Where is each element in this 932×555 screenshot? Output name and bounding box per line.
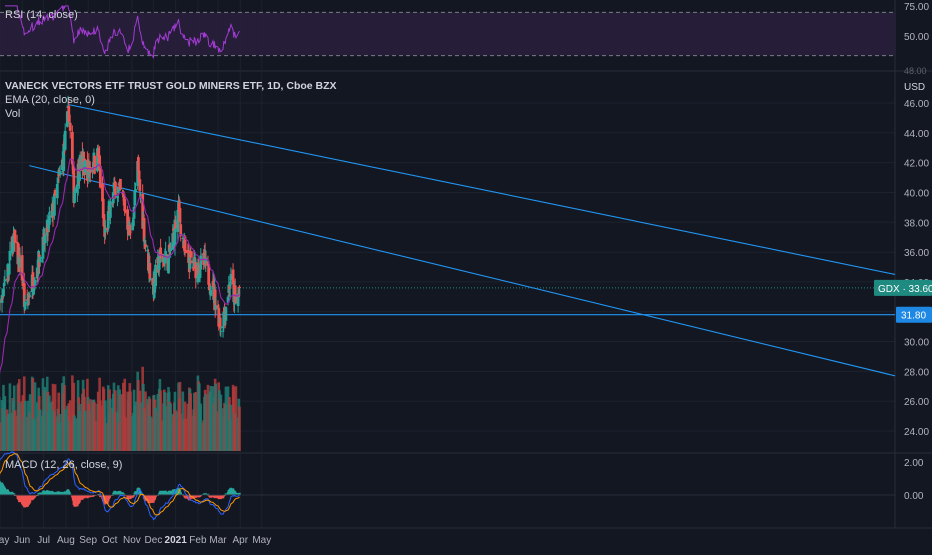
candle-body bbox=[219, 331, 222, 332]
candle-body bbox=[24, 302, 27, 310]
candle-body bbox=[209, 290, 212, 296]
candle-body bbox=[225, 307, 228, 321]
price-axis-tick: 28.00 bbox=[904, 367, 929, 378]
vol-legend[interactable]: Vol bbox=[5, 108, 20, 121]
macd-histogram-bar bbox=[4, 488, 6, 495]
candle-body bbox=[138, 179, 141, 191]
candle-body bbox=[29, 296, 32, 297]
time-axis-label: Sep bbox=[79, 535, 97, 546]
volume-bar bbox=[238, 407, 241, 451]
time-axis-label: Feb bbox=[189, 535, 207, 546]
candle-body bbox=[34, 280, 37, 285]
price-axis-tick: 24.00 bbox=[904, 427, 929, 438]
macd-histogram-bar bbox=[185, 495, 187, 499]
gdx-price-badge-text: GDX · 33.60 bbox=[878, 284, 932, 295]
level-price-badge-text: 31.80 bbox=[901, 311, 926, 322]
rsi-legend[interactable]: RSI (14, close) bbox=[5, 9, 78, 22]
macd-histogram-bar bbox=[24, 495, 26, 507]
macd-histogram-bar bbox=[44, 491, 46, 495]
macd-histogram-bar bbox=[159, 491, 161, 495]
macd-histogram-bar bbox=[114, 491, 116, 495]
macd-histogram-bar bbox=[164, 491, 166, 495]
candle-body bbox=[119, 179, 122, 190]
macd-histogram-bar bbox=[29, 495, 31, 503]
candle-body bbox=[56, 184, 59, 198]
macd-histogram-bar bbox=[230, 488, 232, 495]
macd-histogram-bar bbox=[19, 495, 21, 502]
time-axis-label: Mar bbox=[209, 535, 227, 546]
macd-axis-tick: 2.00 bbox=[904, 458, 924, 469]
price-axis-tick: 36.00 bbox=[904, 248, 929, 259]
macd-histogram-bar bbox=[169, 491, 171, 495]
time-axis-label: Nov bbox=[123, 535, 141, 546]
candle-body bbox=[159, 248, 162, 255]
macd-axis-tick: 0.00 bbox=[904, 491, 924, 502]
candle-body bbox=[44, 235, 47, 243]
time-axis-label: Aug bbox=[57, 535, 75, 546]
time-axis-label: May bbox=[0, 535, 9, 546]
price-axis-tick: 26.00 bbox=[904, 397, 929, 408]
price-axis-tick: 30.00 bbox=[904, 338, 929, 349]
price-axis-tick: 44.00 bbox=[904, 129, 929, 140]
macd-histogram-bar bbox=[79, 495, 81, 500]
price-axis-tick: 48.00 bbox=[904, 66, 927, 76]
main-title: VANECK VECTORS ETF TRUST GOLD MINERS ETF… bbox=[5, 80, 337, 93]
time-axis-label: Apr bbox=[232, 535, 248, 546]
macd-histogram-bar bbox=[134, 491, 136, 495]
time-axis-label: May bbox=[252, 535, 271, 546]
candle-body bbox=[14, 230, 17, 243]
candle-body bbox=[144, 244, 147, 247]
time-axis-label: Dec bbox=[145, 535, 163, 546]
candle-body bbox=[4, 280, 7, 282]
time-axis-label: 2021 bbox=[165, 535, 188, 546]
macd-histogram-bar bbox=[129, 495, 131, 499]
candle-body bbox=[189, 251, 192, 257]
macd-histogram-bar bbox=[119, 491, 121, 495]
ema-legend[interactable]: EMA (20, close, 0) bbox=[5, 94, 95, 107]
candle-body bbox=[238, 287, 241, 288]
candle-body bbox=[134, 189, 137, 192]
candle-body bbox=[114, 182, 117, 196]
candle-body bbox=[129, 232, 132, 233]
price-axis-tick: 40.00 bbox=[904, 188, 929, 199]
price-axis-tick: 42.00 bbox=[904, 159, 929, 170]
time-axis-label: Jun bbox=[14, 535, 30, 546]
currency-label: USD bbox=[904, 82, 925, 93]
candle-body bbox=[154, 265, 157, 286]
candle-body bbox=[69, 123, 72, 131]
rsi-axis-tick: 75.00 bbox=[904, 2, 929, 13]
macd-legend[interactable]: MACD (12, 26, close, 9) bbox=[5, 459, 122, 472]
rsi-axis-tick: 50.00 bbox=[904, 32, 929, 43]
macd-histogram-bar bbox=[64, 491, 66, 495]
time-axis-label: Oct bbox=[102, 535, 118, 546]
price-axis-tick: 38.00 bbox=[904, 218, 929, 229]
macd-histogram-bar bbox=[74, 495, 76, 507]
candle-body bbox=[59, 171, 62, 175]
candle-body bbox=[199, 255, 202, 269]
time-axis-label: Jul bbox=[37, 535, 50, 546]
macd-histogram-bar bbox=[49, 491, 51, 495]
macd-histogram-bar bbox=[149, 495, 151, 503]
candle-body bbox=[148, 263, 151, 279]
price-axis-tick: 46.00 bbox=[904, 99, 929, 110]
macd-histogram-bar bbox=[220, 495, 222, 499]
candle-body bbox=[64, 131, 67, 150]
